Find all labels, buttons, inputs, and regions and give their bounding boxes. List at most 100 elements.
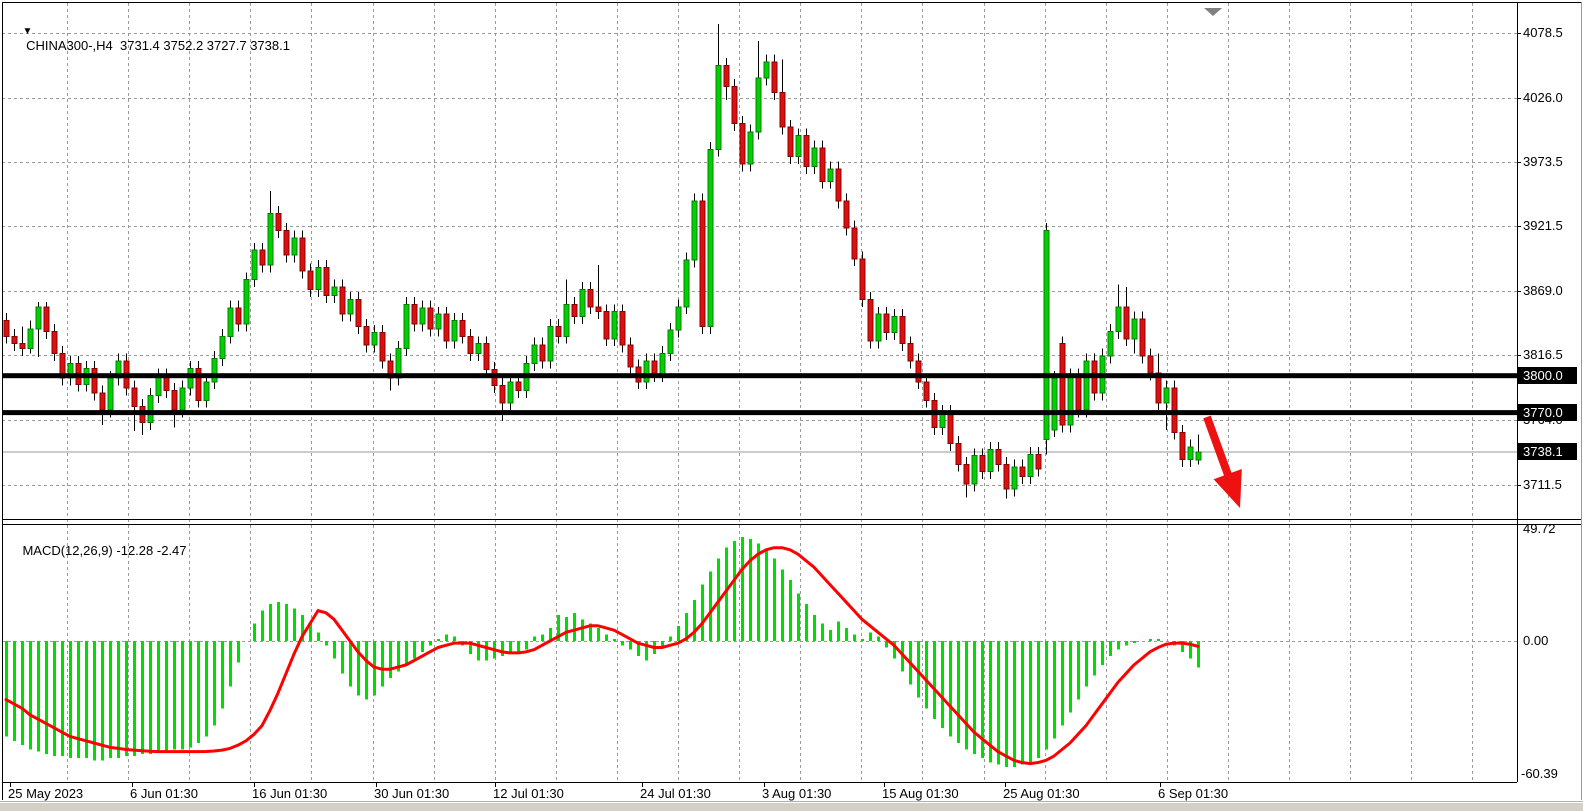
time-axis-label: 6 Sep 01:30 (1158, 786, 1229, 801)
bear-candle (1123, 306, 1130, 340)
bull-candle (251, 249, 258, 281)
bear-candle (323, 266, 330, 297)
bear-candle (819, 147, 826, 182)
bear-candle (19, 343, 26, 350)
bear-candle (1059, 343, 1066, 426)
bear-candle (955, 442, 962, 465)
bull-candle (107, 377, 114, 411)
time-axis-label: 6 Jun 01:30 (130, 786, 198, 801)
price-axis-label: 3711.5 (1523, 476, 1562, 492)
current-price-badge: 3738.1 (1518, 443, 1577, 461)
bottom-window-strip (0, 803, 1583, 811)
bear-candle (339, 286, 346, 315)
macd-readout: MACD(12,26,9) -12.28 -2.47 (8, 528, 186, 573)
macd-axis-min-label: -60.39 (1521, 766, 1558, 781)
ohlc-high: 3752.2 (163, 38, 204, 53)
bear-candle (51, 330, 58, 355)
bull-candle (155, 375, 162, 396)
macd-axis-zero-label: 0.00 (1523, 633, 1549, 648)
bull-candle (1115, 306, 1122, 332)
symbol-dropdown-icon[interactable]: ▼ (22, 26, 33, 37)
bear-candle (867, 298, 874, 342)
bull-candle (331, 286, 338, 297)
bull-candle (747, 131, 754, 165)
bull-candle (691, 200, 698, 261)
time-axis-label: 25 May 2023 (8, 786, 84, 801)
time-axis-label: 16 Jun 01:30 (252, 786, 328, 801)
bull-candle (667, 329, 674, 355)
time-axis-label: 3 Aug 01:30 (762, 786, 832, 801)
bear-candle (283, 229, 290, 256)
horizontal-level-line (2, 410, 1517, 416)
bull-candle (1051, 377, 1058, 431)
horizontal-level-line (2, 373, 1517, 379)
bull-candle (1131, 318, 1138, 340)
time-axis-label: 30 Jun 01:30 (374, 786, 450, 801)
bear-candle (907, 343, 914, 362)
bear-candle (883, 313, 890, 334)
bear-candle (99, 392, 106, 411)
price-axis-label: 4078.5 (1523, 25, 1563, 40)
bull-candle (211, 357, 218, 383)
bull-candle (419, 307, 426, 325)
bear-candle (1003, 463, 1010, 490)
bear-candle (1035, 453, 1042, 470)
bear-candle (995, 449, 1002, 465)
bear-candle (1147, 355, 1154, 374)
bear-candle (619, 311, 626, 346)
macd-indicator-label: MACD(12,26,9) (22, 543, 113, 558)
bear-candle (171, 389, 178, 411)
bull-candle (451, 319, 458, 342)
symbol-title: CHINA300-,H4 3731.4 3752.2 3727.7 3738.1 (26, 38, 290, 53)
price-axis-label: 3973.5 (1523, 154, 1563, 170)
macd-signal-line (4, 546, 1200, 766)
bear-candle (803, 135, 810, 168)
bull-candle (403, 303, 410, 350)
price-axis-label: 3816.5 (1523, 347, 1563, 363)
bull-candle (579, 289, 586, 318)
bull-candle (707, 148, 714, 327)
bull-candle (643, 360, 650, 383)
bear-candle (379, 332, 386, 362)
bull-candle (507, 381, 514, 404)
bear-candle (259, 249, 266, 266)
chart-shift-marker-icon (1204, 8, 1222, 16)
time-axis-label: 25 Aug 01:30 (1003, 786, 1080, 801)
bear-candle (411, 303, 418, 325)
bear-candle (947, 412, 954, 444)
bear-candle (843, 200, 850, 229)
bull-candle (291, 237, 298, 256)
bull-candle (611, 311, 618, 340)
bear-candle (899, 316, 906, 345)
bull-candle (563, 303, 570, 337)
bull-candle (875, 313, 882, 342)
bull-candle (475, 343, 482, 355)
bull-candle (315, 266, 322, 291)
bear-candle (555, 325, 562, 337)
bull-candle (1027, 453, 1034, 478)
bull-candle (435, 313, 442, 330)
bull-candle (179, 387, 186, 411)
bull-candle (1163, 387, 1170, 404)
bull-candle (35, 306, 42, 330)
bull-candle (531, 344, 538, 364)
bear-candle (11, 335, 18, 345)
bull-candle (547, 325, 554, 362)
bear-candle (627, 344, 634, 368)
bull-candle (1011, 466, 1018, 490)
bull-candle (203, 381, 210, 401)
bear-candle (131, 387, 138, 407)
bull-candle (243, 279, 250, 325)
bull-candle (147, 394, 154, 423)
bear-candle (699, 200, 706, 327)
down-arrow-icon (1213, 469, 1242, 508)
bull-candle (347, 298, 354, 315)
bear-candle (43, 306, 50, 332)
bear-candle (443, 313, 450, 342)
bear-candle (195, 367, 202, 401)
bear-candle (91, 367, 98, 394)
bear-candle (467, 335, 474, 355)
bear-candle (515, 381, 522, 391)
